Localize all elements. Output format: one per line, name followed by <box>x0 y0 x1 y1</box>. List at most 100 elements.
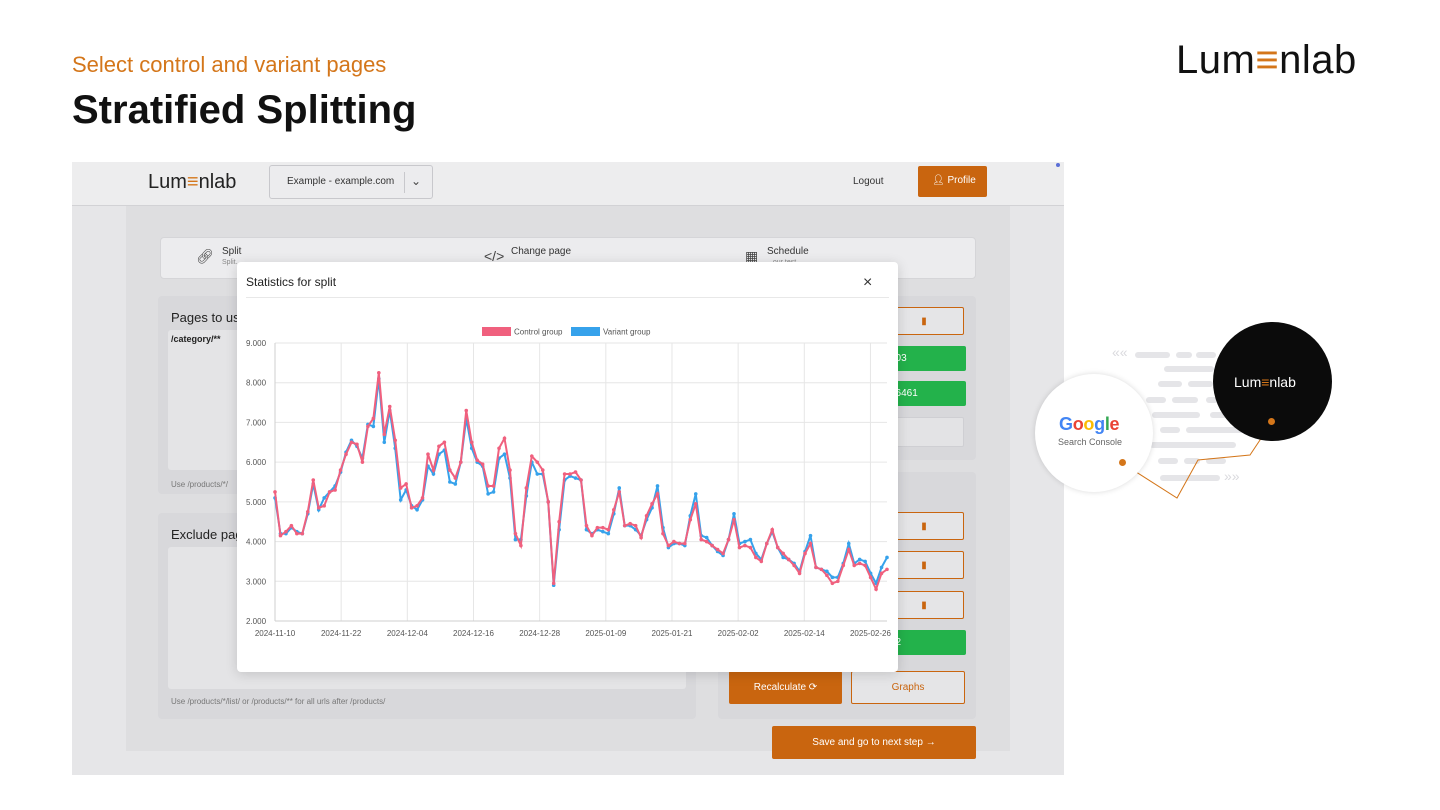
x-tick-label: 2024-12-28 <box>519 629 560 638</box>
flow-dash <box>1206 397 1218 403</box>
step-label: Split <box>222 246 242 257</box>
data-point <box>551 581 556 586</box>
data-point <box>781 555 785 560</box>
data-point <box>464 408 469 413</box>
data-point <box>704 535 709 540</box>
x-tick-label: 2025-01-21 <box>652 629 693 638</box>
data-point <box>344 452 348 456</box>
step-label: Schedule <box>767 246 809 257</box>
data-point <box>885 555 889 560</box>
data-point <box>491 490 496 494</box>
app-header: Lum≡nlab Example - example.com ⌄ Logout … <box>72 162 1064 206</box>
data-point <box>349 440 354 445</box>
legend-swatch <box>571 327 600 336</box>
site-select[interactable]: Example - example.com ⌄ <box>269 165 433 199</box>
flow-dash <box>1146 397 1166 403</box>
data-point <box>415 504 419 508</box>
data-point <box>639 535 643 540</box>
data-point <box>590 533 594 538</box>
data-point <box>486 492 490 496</box>
data-point <box>606 531 611 536</box>
data-point <box>699 537 704 542</box>
data-point <box>743 543 747 548</box>
step-label: Change page <box>511 246 572 257</box>
data-point <box>371 424 376 429</box>
flow-dash <box>1196 352 1216 358</box>
data-point <box>360 460 365 464</box>
data-point <box>502 452 507 456</box>
save-next-button[interactable]: Save and go to next step → <box>772 726 976 759</box>
google-letter: G <box>1059 414 1073 434</box>
data-point <box>327 490 332 494</box>
x-tick-label: 2024-12-16 <box>453 629 494 638</box>
bubble-logo-mark: ≡ <box>1261 374 1270 390</box>
profile-button[interactable]: 👤︎ Profile <box>918 166 987 197</box>
logout-link[interactable]: Logout <box>853 176 884 187</box>
x-tick-label: 2024-12-04 <box>387 629 428 638</box>
flow-dash <box>1160 427 1180 433</box>
csv-file-icon: ▮ <box>921 560 927 571</box>
data-point <box>819 567 824 572</box>
flow-dash <box>1158 458 1178 464</box>
data-point <box>786 557 791 562</box>
slide-eyebrow: Select control and variant pages <box>72 52 387 77</box>
data-point <box>655 492 660 496</box>
close-icon[interactable]: × <box>863 274 873 291</box>
data-point <box>693 502 698 506</box>
data-point <box>480 462 485 466</box>
data-point <box>628 521 632 526</box>
data-point <box>721 551 725 556</box>
pages-hint: Use /products/*/ <box>171 480 228 489</box>
data-point <box>808 533 813 538</box>
data-point <box>371 416 376 421</box>
step-split[interactable]: Split Split... <box>222 246 241 266</box>
data-point <box>666 543 671 548</box>
data-point <box>601 525 605 530</box>
site-select-value: Example - example.com <box>287 176 395 187</box>
flow-dash <box>1135 352 1170 358</box>
data-point <box>295 531 299 536</box>
chevron-down-icon: ⌄ <box>411 174 422 188</box>
legend-label: Control group <box>514 328 563 337</box>
data-point <box>393 438 398 443</box>
data-point <box>770 527 775 532</box>
data-point <box>836 579 840 584</box>
search-console-label: Search Console <box>1058 437 1123 447</box>
data-point <box>431 468 436 472</box>
legend-label: Variant group <box>603 328 651 337</box>
data-point <box>398 486 403 490</box>
google-letter: e <box>1109 414 1120 434</box>
bubble-logo-part: Lum <box>1234 374 1262 390</box>
flow-dash <box>1164 366 1214 372</box>
connector-line <box>1121 421 1273 499</box>
calendar-icon: ▦ <box>745 248 759 264</box>
recalculate-button[interactable]: Recalculate ⟳ <box>729 671 842 704</box>
data-point <box>557 519 561 524</box>
data-point <box>300 531 305 536</box>
data-point <box>715 547 720 552</box>
data-point <box>797 571 802 576</box>
y-tick-label: 3.000 <box>246 577 267 586</box>
data-point <box>382 440 387 445</box>
x-tick-label: 2025-02-26 <box>850 629 891 638</box>
graphs-button[interactable]: Graphs <box>851 671 965 704</box>
google-letter: g <box>1094 414 1105 434</box>
data-point <box>781 551 785 556</box>
google-wordmark: Google <box>1059 414 1120 435</box>
data-point <box>355 442 359 447</box>
modal-title: Statistics for split <box>246 275 337 289</box>
data-point <box>748 537 753 542</box>
data-point <box>825 569 829 574</box>
data-point <box>579 478 583 482</box>
brand-logo: Lum≡nlab <box>1176 38 1357 83</box>
data-point <box>475 458 479 462</box>
app-logo[interactable]: Lum≡nlab <box>148 171 236 194</box>
data-point <box>420 496 425 500</box>
data-point <box>562 472 567 476</box>
data-point <box>513 537 518 542</box>
connector-dot <box>1119 459 1126 466</box>
data-point <box>633 523 638 528</box>
data-point <box>305 509 310 514</box>
x-tick-label: 2025-01-09 <box>585 629 626 638</box>
data-point <box>409 506 414 510</box>
